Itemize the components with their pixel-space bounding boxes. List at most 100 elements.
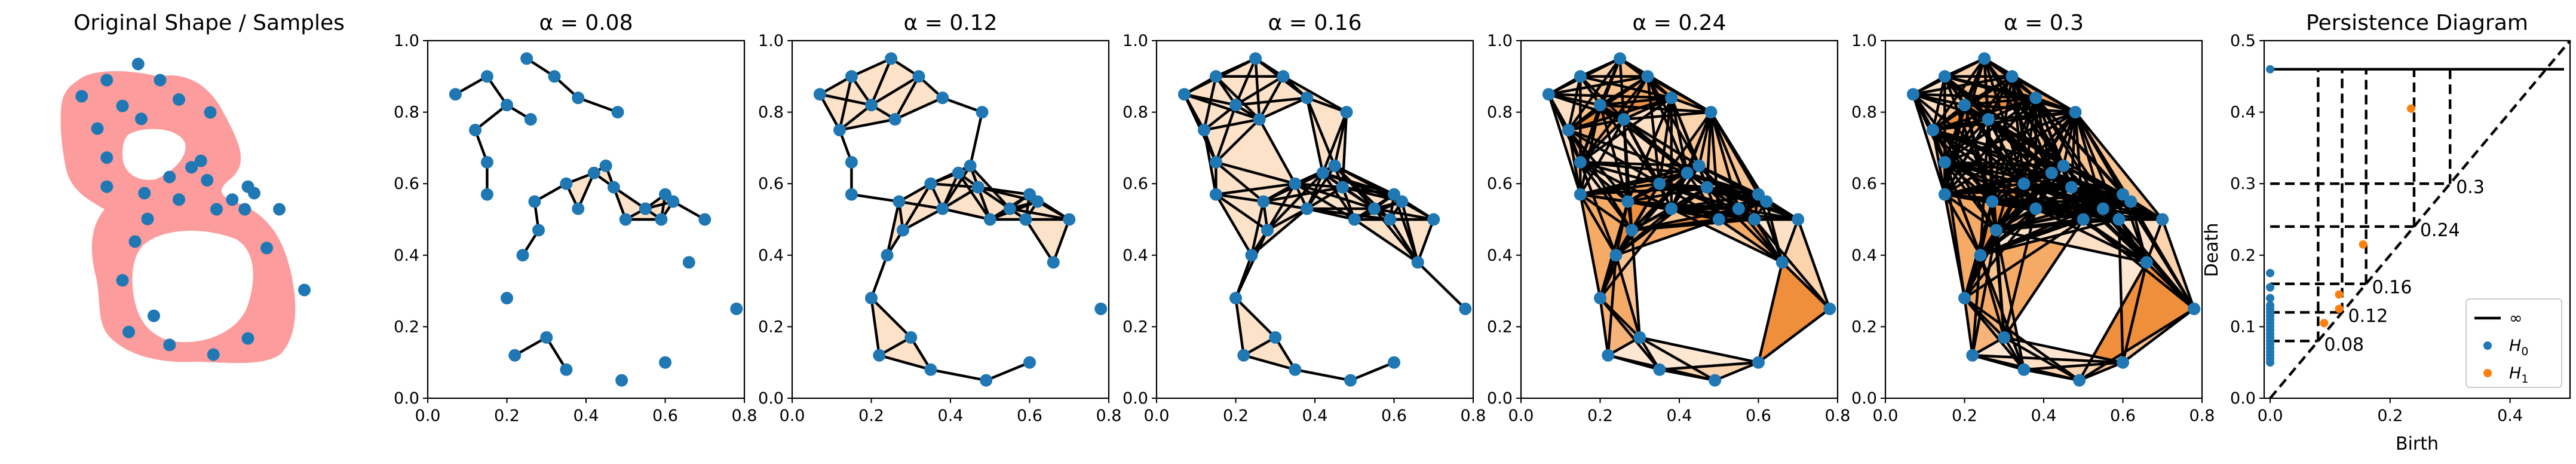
persistence-title: Persistence Diagram [2306,11,2528,35]
complex-vertex-point [1990,224,2002,237]
complex-triangle [614,187,646,219]
complex-vertex-point [1063,213,1076,226]
h0-point [2266,268,2275,277]
y-tick-label: 0.4 [1487,246,1513,265]
complex-triangle [1025,219,1069,262]
complex-panel-5: α = 0.3 0.0 0.2 0.4 0.6 0.8 0.0 0.2 0.4 0.6 0.8 1.0 [1851,11,2215,425]
complex-edge [1234,75,1285,106]
legend-h0-marker-icon [2483,341,2492,350]
complex-edge [1971,354,2124,364]
y-tick-label: 0.6 [394,175,419,193]
complex-vertex-point [532,224,545,237]
complex-vertex-point [1316,166,1329,179]
x-tick-label: 0.6 [2110,407,2136,425]
complex-vertex-point [619,213,632,226]
shape-sample-point [273,203,286,216]
shape-sample-point [185,161,198,174]
x-tick-label: 0.6 [1381,407,1407,425]
complex-vertex-point [1653,363,1666,376]
complex-vertex-point [1209,70,1222,83]
complex-vertex-point [881,249,894,262]
complex-vertex-point [1047,256,1060,269]
complex-vertex-point [1938,155,1951,169]
complex-edge [850,57,893,78]
complex-edge [1630,218,1756,232]
complex-vertex-point [1209,155,1222,169]
persistence-ylabel: Death [2201,223,2222,277]
y-tick-label: 0.4 [2230,103,2256,122]
complex-edge [1203,75,1218,132]
complex-vertex-point [1621,195,1634,208]
x-tick-label: 0.4 [574,407,599,425]
complex-vertex-point [607,181,620,194]
complex-vertex-point [1665,91,1678,105]
complex-vertex-point [924,177,937,190]
shape-sample-point [204,106,217,119]
complex-vertex-point [1269,331,1282,344]
x-tick-label: 0.2 [2377,407,2403,425]
complex-vertex-point [1198,124,1210,136]
original-shape-panel: Original Shape / Samples [60,11,345,364]
complex-vertex-point [1384,213,1397,226]
complex-vertex-point [1998,331,2011,344]
complex-vertex-point [1653,177,1666,190]
complex-vertex-point [2124,195,2138,208]
complex-edge [968,111,984,167]
complex-edge [1416,218,1435,264]
complex-edge [1638,336,1716,382]
y-tick-label: 1.0 [394,32,419,50]
diagonal-line [2269,39,2571,399]
complex-edge [1658,368,1716,382]
complex-vertex-point [528,195,541,208]
h1-point [2335,290,2344,299]
complex-triangle [903,184,943,230]
complex-vertex-point [1388,356,1400,369]
complex-edge [1234,96,1308,106]
complex-edge [901,207,944,232]
complex-edge [2002,207,2037,339]
y-tick-label: 0.0 [758,389,784,408]
legend-frame [2465,298,2562,388]
complex-edge [929,368,988,382]
complex-triangle [1235,298,1275,356]
complex-edge [1215,118,1261,164]
complex-vertex-point [572,91,585,105]
shape-sample-point [148,309,160,322]
complex-vertex-point [865,292,878,305]
complex-edge [1547,93,1582,196]
complex-edge [1293,182,1344,189]
complex-edge [2121,307,2195,364]
complex-edge [1979,254,2026,371]
x-tick-label: 0.8 [1461,407,1486,425]
shape-sample-points [75,57,311,361]
complex-edge [968,164,1011,210]
shape-sample-point [91,122,104,135]
complex-edge [1638,336,1661,371]
complex-vertex-point [2156,213,2169,226]
complex-edge [1234,57,1257,106]
x-tick-label: 0.4 [1667,407,1692,425]
complex-edge [1943,164,2065,196]
shape-region [60,71,296,364]
h1-point [2320,319,2329,328]
y-tick-label: 1.0 [1487,32,1513,50]
complex-vertex-point [1301,202,1314,215]
complex-edge [1305,164,1336,210]
complex-panel-3: α = 0.16 0.0 0.2 0.4 0.6 0.8 0.0 0.2 0.4 0.6 0.8 1.… [1123,11,1486,425]
complex-edge [1931,57,1986,132]
complex-edge [909,336,933,371]
complex-edge [1254,57,1261,121]
complex-edge [1266,172,1324,232]
complex-vertex-point [952,166,965,179]
complex-edge [1796,218,1831,310]
complex-vertex-point [2140,256,2153,269]
complex-edge [1579,118,1626,164]
complex-triangle [1782,219,1830,309]
legend-h0-label: H0 [2509,337,2528,358]
complex-vertex-point [904,331,918,344]
complex-edge [1321,111,1348,175]
complex-edge [1215,193,1265,203]
complex-edge [1215,161,1297,185]
complex-vertex-point [936,91,949,105]
